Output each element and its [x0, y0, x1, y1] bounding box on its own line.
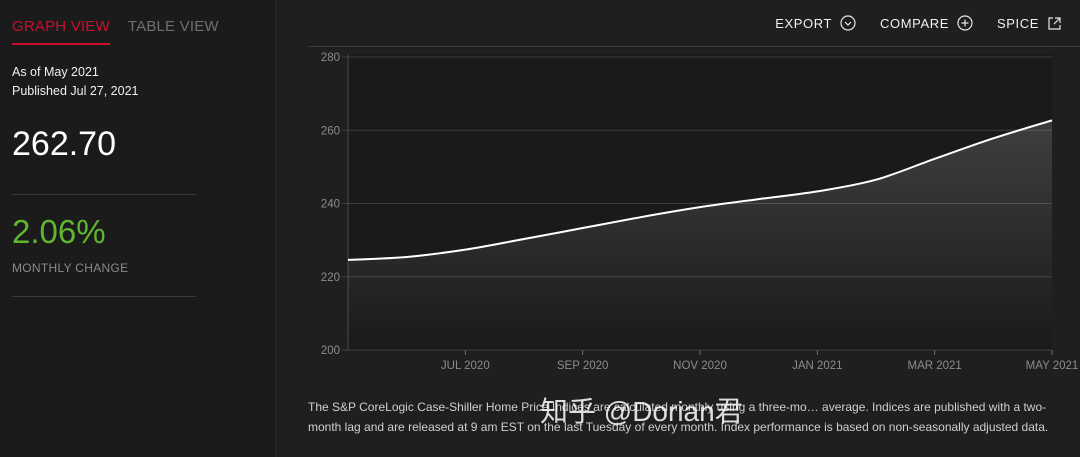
export-button[interactable]: EXPORT [775, 15, 856, 31]
x-tick-label: MAR 2021 [907, 360, 961, 372]
x-tick-label: NOV 2020 [673, 360, 727, 372]
as-of-date: As of May 2021 [12, 65, 99, 79]
x-tick-label: SEP 2020 [557, 360, 609, 372]
compare-label: COMPARE [880, 15, 949, 31]
view-tabs: GRAPH VIEW TABLE VIEW [12, 18, 219, 45]
index-value: 262.70 [12, 125, 116, 163]
divider [12, 296, 196, 297]
y-tick-label: 240 [321, 199, 340, 211]
export-label: EXPORT [775, 15, 833, 31]
monthly-change-value: 2.06% [12, 213, 106, 250]
spice-link[interactable]: SPICE [997, 16, 1062, 31]
y-tick-label: 280 [321, 52, 340, 64]
y-tick-label: 220 [321, 272, 340, 284]
as-of-info: As of May 2021 Published Jul 27, 2021 [12, 63, 138, 101]
compare-button[interactable]: COMPARE [880, 15, 973, 31]
tab-graph-view[interactable]: GRAPH VIEW [12, 18, 110, 45]
x-tick-label: JAN 2021 [792, 360, 843, 372]
x-tick-label: JUL 2020 [441, 360, 490, 372]
monthly-change-label: MONTHLY CHANGE [12, 261, 129, 275]
plus-circle-icon [957, 15, 973, 31]
y-tick-label: 260 [321, 125, 340, 137]
chevron-down-circle-icon [840, 15, 856, 31]
external-link-icon [1048, 16, 1061, 30]
x-tick-label: MAY 2021 [1026, 360, 1079, 372]
y-tick-label: 200 [321, 345, 340, 357]
series-area [348, 120, 1052, 350]
summary-panel: GRAPH VIEW TABLE VIEW As of May 2021 Pub… [0, 0, 276, 457]
chart-panel: EXPORT COMPARE SPICE 200 220 240 260 280 JUL … [276, 0, 1080, 457]
line-chart: 200 220 240 260 280 JUL 2020 SEP 2020 NOV 2020 J… [321, 52, 1079, 372]
divider [12, 194, 196, 195]
spice-label: SPICE [996, 15, 1039, 31]
index-description: The S&P CoreLogic Case-Shiller Home Pric… [308, 400, 1049, 434]
tab-table-view[interactable]: TABLE VIEW [127, 18, 219, 35]
chart-toolbar: EXPORT COMPARE SPICE [775, 15, 1062, 31]
toolbar-divider [308, 46, 1080, 47]
published-date: Published Jul 27, 2021 [12, 84, 139, 98]
